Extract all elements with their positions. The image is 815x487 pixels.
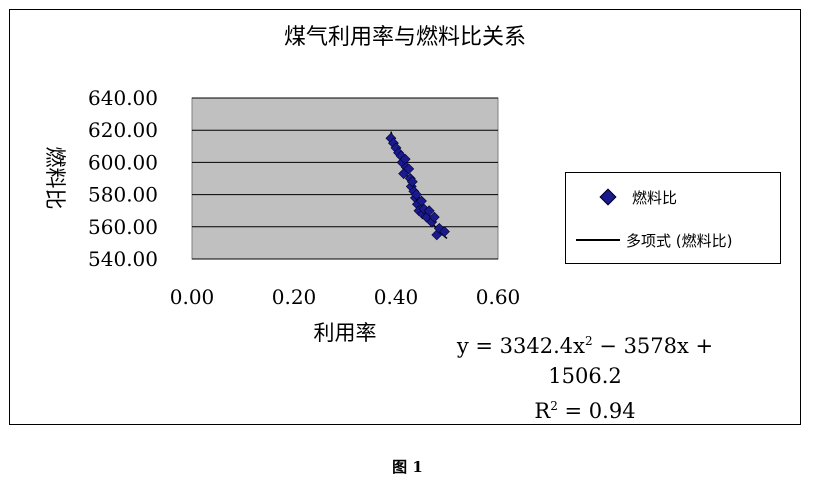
gridlines [192, 97, 498, 260]
r-squared: R2 = 0.94 [534, 399, 636, 423]
y-tick-label: 640.00 [88, 86, 158, 110]
legend-label-scatter: 燃料比 [632, 188, 678, 207]
data-point [416, 195, 427, 207]
data-point [410, 189, 422, 201]
x-axis-label: 利用率 [314, 321, 377, 345]
x-tick-label: 0.40 [374, 285, 419, 309]
legend-item-scatter: 燃料比 [576, 186, 677, 208]
data-point [439, 226, 450, 238]
equation-line-1: y = 3342.4x2 − 3578x + [456, 334, 714, 358]
y-axis-ticks: 540.00 560.00 580.00 600.00 620.00 640.00 [88, 86, 158, 271]
plot-area [191, 97, 499, 260]
data-point [406, 176, 418, 188]
y-tick-label: 540.00 [88, 247, 158, 271]
legend: 燃料比 多项式 (燃料比) [565, 172, 781, 264]
x-tick-label: 0.20 [272, 285, 317, 309]
legend-label-trendline: 多项式 (燃料比) [626, 231, 733, 250]
x-tick-label: 0.00 [170, 285, 215, 309]
y-tick-label: 560.00 [88, 215, 158, 239]
data-point [403, 163, 415, 175]
data-points [385, 132, 450, 241]
data-point [428, 211, 440, 223]
y-tick-label: 600.00 [88, 150, 158, 174]
x-axis-ticks: 0.00 0.20 0.40 0.60 [170, 285, 521, 309]
x-tick-label: 0.60 [476, 285, 521, 309]
chart-title: 煤气利用率与燃料比关系 [284, 25, 526, 50]
line-swatch-icon [576, 239, 620, 241]
equation-line-2: 1506.2 [548, 364, 622, 388]
y-axis-label: 燃料比 [43, 147, 67, 210]
y-tick-label: 620.00 [88, 118, 158, 142]
diamond-marker-icon [599, 188, 617, 206]
figure-caption: 图 1 [392, 458, 423, 476]
data-point [423, 205, 435, 217]
y-tick-label: 580.00 [88, 183, 158, 207]
trendline-equation: y = 3342.4x2 − 3578x + 1506.2 R2 = 0.94 [420, 326, 750, 426]
legend-item-trendline: 多项式 (燃料比) [576, 229, 732, 251]
